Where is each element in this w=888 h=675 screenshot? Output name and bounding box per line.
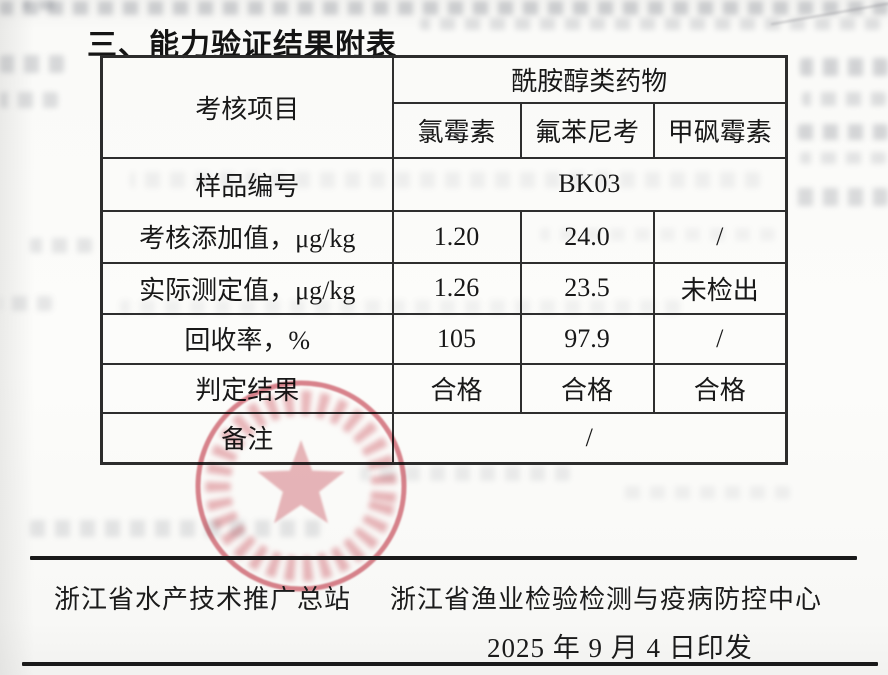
sample-number-value: BK03 (391, 156, 788, 212)
showthrough-smudge (0, 55, 64, 73)
judgement-thiamphenicol: 合格 (652, 362, 788, 414)
showthrough-smudge (30, 520, 320, 537)
showthrough-smudge (24, 0, 54, 10)
footer-rule-top (30, 556, 857, 560)
showthrough-smudge (0, 296, 52, 311)
group-header-amphenicols: 酰胺醇类药物 (391, 55, 788, 104)
measured-florfenicol: 23.5 (519, 261, 655, 315)
judgement-chloramphenicol: 合格 (391, 362, 522, 414)
showthrough-smudge (0, 1, 888, 15)
column-header-thiamphenicol: 甲砜霉素 (652, 101, 788, 159)
showthrough-smudge (0, 92, 58, 108)
showthrough-smudge (798, 124, 888, 140)
showthrough-smudge (800, 152, 886, 164)
row-label-spiked-value: 考核添加值，μg/kg (100, 209, 394, 264)
row-label-measured-value: 实际测定值，μg/kg (100, 261, 394, 315)
column-header-chloramphenicol: 氯霉素 (391, 101, 522, 159)
issuing-org-right: 浙江省渔业检验检测与疫病防控中心 (390, 585, 823, 614)
showthrough-smudge (802, 92, 886, 106)
showthrough-smudge (30, 238, 92, 253)
recovery-chloramphenicol: 105 (391, 312, 522, 365)
measured-chloramphenicol: 1.26 (391, 261, 522, 315)
row-label-remark: 备注 (100, 411, 394, 465)
showthrough-smudge (800, 58, 888, 76)
judgement-florfenicol: 合格 (519, 362, 655, 414)
spiked-florfenicol: 24.0 (519, 209, 655, 264)
paper-edge-shading (0, 0, 34, 675)
remark-value: / (391, 411, 788, 465)
issuing-org-left: 浙江省水产技术推广总站 (54, 585, 352, 614)
measured-thiamphenicol: 未检出 (652, 261, 788, 315)
spiked-chloramphenicol: 1.20 (391, 209, 522, 264)
showthrough-smudge (795, 188, 888, 206)
row-label-judgement: 判定结果 (100, 362, 394, 414)
recovery-florfenicol: 97.9 (519, 312, 655, 365)
row-label-sample-number: 样品编号 (100, 156, 394, 212)
proficiency-results-table: 考核项目 酰胺醇类药物 氯霉素 氟苯尼考 甲砜霉素 样品编号 BK03 考核添加… (100, 55, 789, 465)
footer-rule-bottom (22, 662, 878, 666)
corner-header-assessment-item: 考核项目 (100, 55, 394, 159)
showthrough-smudge (620, 486, 790, 499)
issue-date: 2025 年 9 月 4 日印发 (487, 633, 753, 663)
showthrough-smudge (420, 18, 880, 30)
row-label-recovery-rate: 回收率，% (100, 312, 394, 365)
showthrough-smudge (360, 466, 570, 481)
column-header-florfenicol: 氟苯尼考 (519, 101, 655, 159)
spiked-thiamphenicol: / (652, 209, 788, 264)
issuing-organizations: 浙江省水产技术推广总站 浙江省渔业检验检测与疫病防控中心 (54, 579, 822, 616)
recovery-thiamphenicol: / (652, 312, 788, 365)
